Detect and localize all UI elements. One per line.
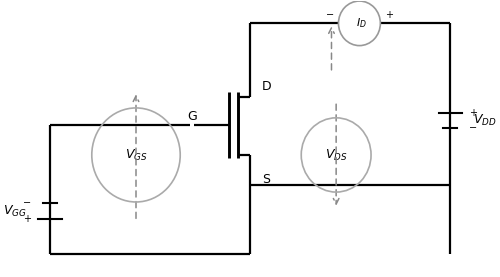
Text: +: + <box>24 214 32 224</box>
Text: −: − <box>326 10 334 20</box>
Text: −: − <box>23 199 32 209</box>
Text: $V_{GS}$: $V_{GS}$ <box>124 147 148 163</box>
Text: $V_{DD}$: $V_{DD}$ <box>474 113 497 128</box>
Text: $V_{GG}$: $V_{GG}$ <box>3 204 26 219</box>
Text: $I_D$: $I_D$ <box>356 16 367 30</box>
Text: −: − <box>469 123 477 133</box>
Text: S: S <box>262 173 270 186</box>
Text: +: + <box>384 10 392 20</box>
Text: +: + <box>469 108 477 118</box>
Text: $V_{DS}$: $V_{DS}$ <box>325 147 347 163</box>
Text: G: G <box>187 110 197 123</box>
Text: D: D <box>262 80 272 93</box>
